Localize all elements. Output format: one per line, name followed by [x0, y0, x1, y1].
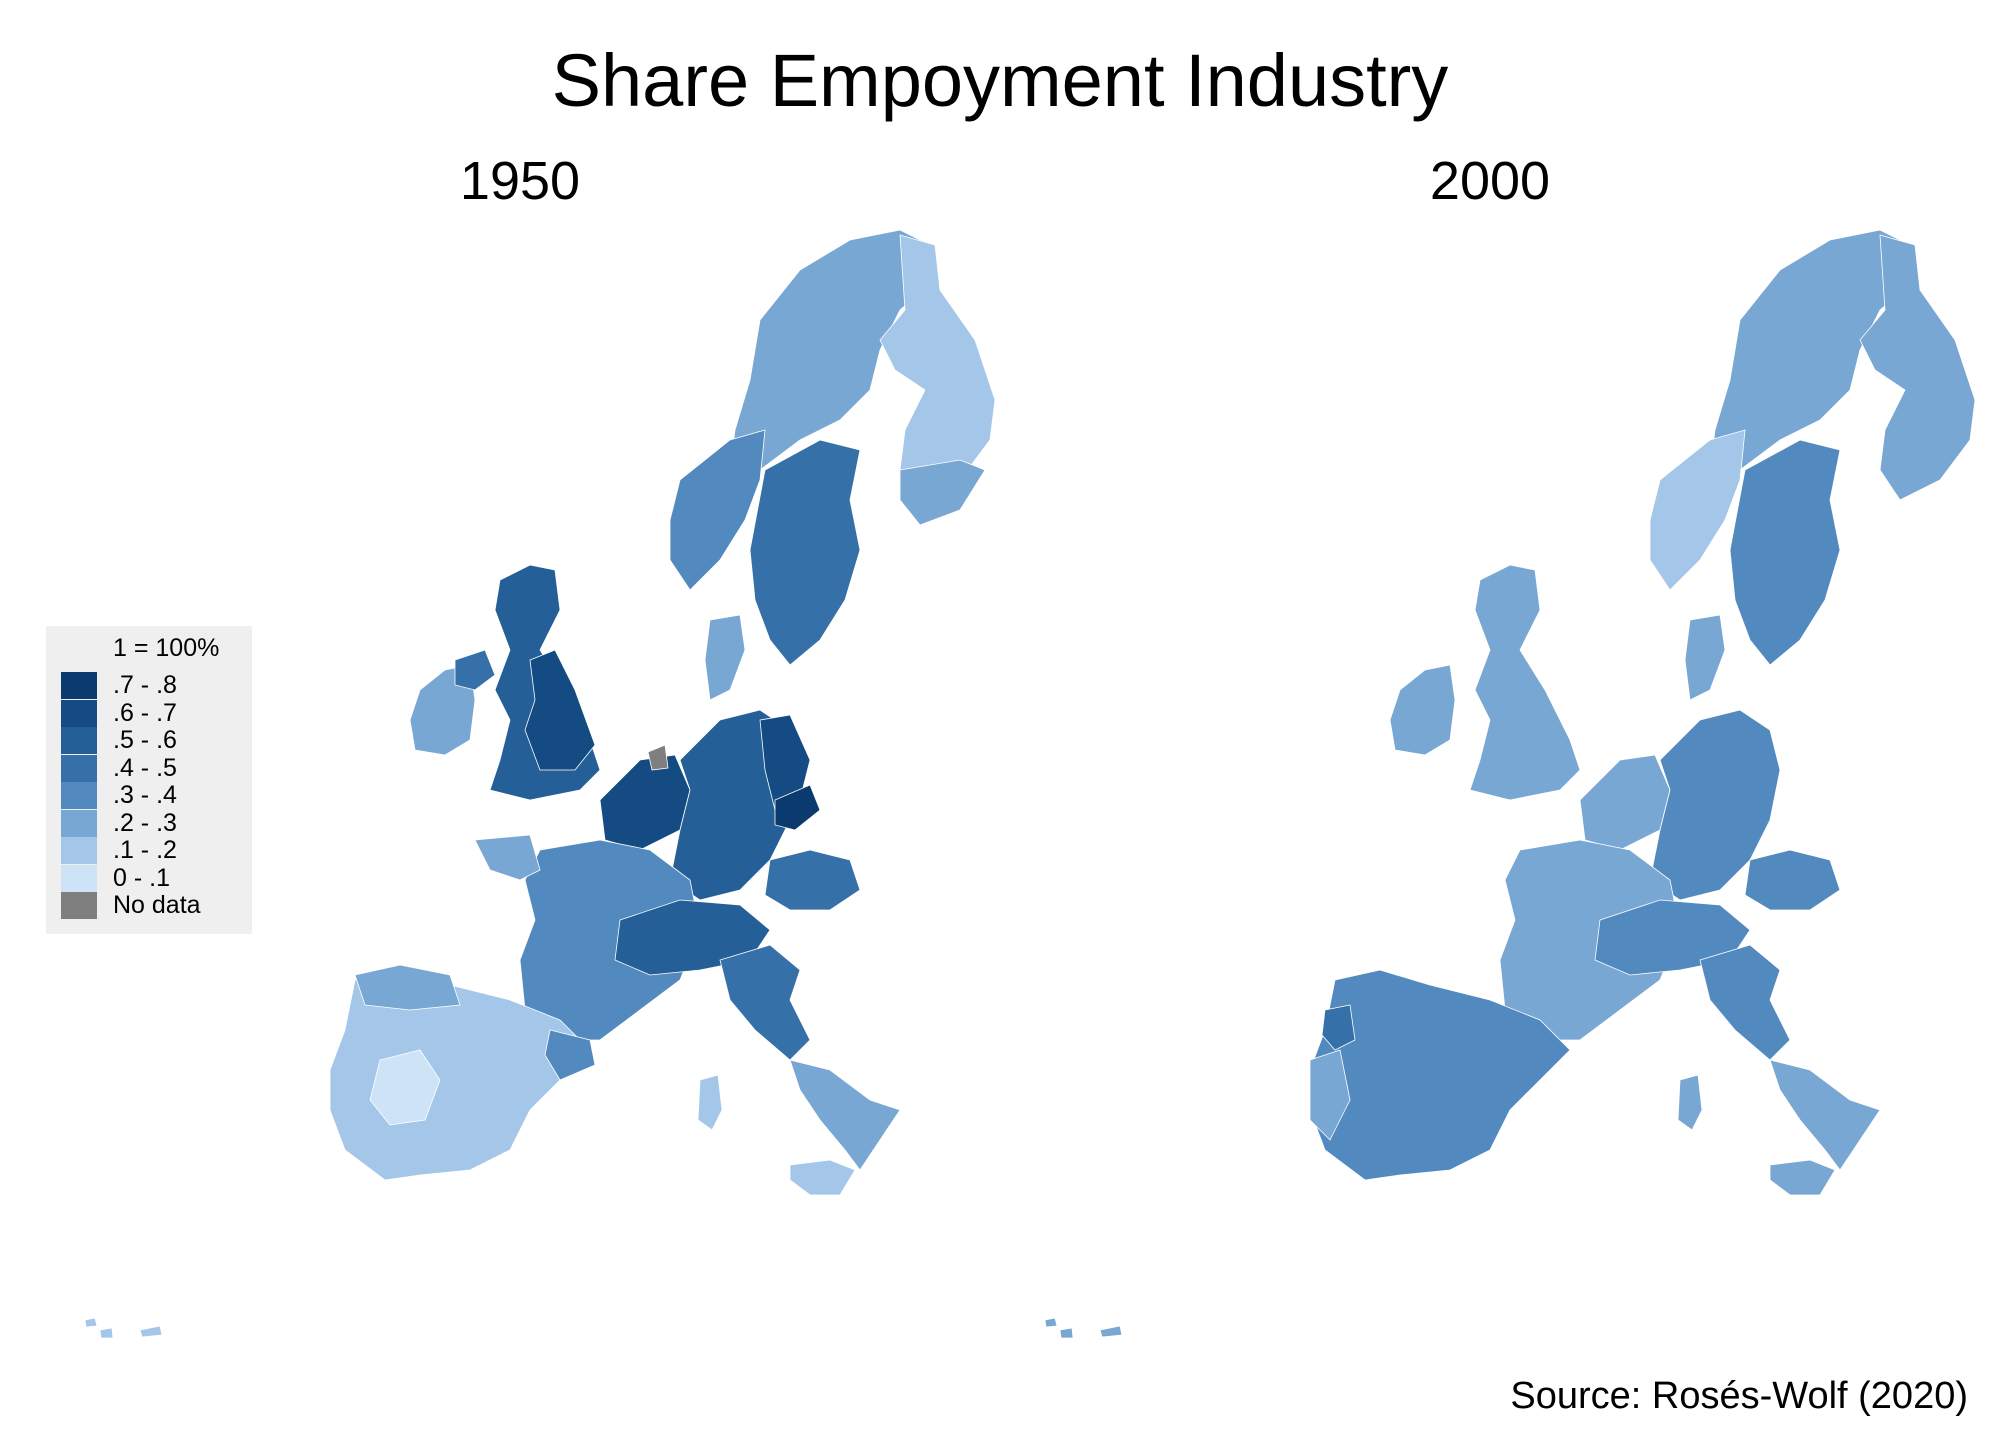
region-benelux: [599, 754, 691, 851]
legend-label: .7 - .8: [113, 671, 177, 699]
panel-title-2000: 2000: [1429, 151, 1551, 211]
region-spain-north: [354, 964, 461, 1011]
region-austria: [764, 849, 861, 911]
legend-item: .3 - .4: [61, 782, 177, 809]
legend-label: 0 - .1: [113, 863, 170, 892]
region-denmark: [704, 614, 746, 701]
region-great-britain: [1469, 564, 1581, 801]
legend: 1 = 100% .7 - .8.6 - .7.5 - .6.4 - .5.3 …: [46, 626, 252, 934]
region-iberia: [329, 969, 591, 1181]
legend-swatch: [61, 754, 97, 782]
region-iberia-west: [1309, 1049, 1351, 1141]
region-saxony: [774, 784, 821, 831]
legend-swatch: [61, 892, 97, 919]
region-france: [519, 839, 701, 1041]
region-benelux: [1579, 754, 1671, 851]
legend-swatch: [61, 782, 97, 809]
panel-title-1950: 1950: [459, 151, 581, 211]
legend-item: .5 - .6: [61, 727, 177, 754]
region-denmark: [1684, 614, 1726, 701]
region-sardinia: [1677, 1074, 1703, 1131]
legend-item: .4 - .5: [61, 753, 177, 782]
legend-swatch: [61, 727, 97, 754]
region-islands: [84, 1317, 163, 1339]
region-sweden-central: [1729, 439, 1841, 666]
region-finland: [1859, 234, 1976, 501]
legend-label: .5 - .6: [113, 726, 177, 754]
region-ireland: [1389, 664, 1456, 756]
legend-item: .2 - .3: [61, 808, 177, 837]
legend-item: .1 - .2: [61, 837, 177, 864]
region-italy-south: [789, 1059, 901, 1171]
region-france: [1499, 839, 1681, 1041]
legend-label: .3 - .4: [113, 781, 177, 809]
chart-title: Share Empoyment Industry: [551, 39, 1449, 122]
region-sicily: [789, 1159, 856, 1196]
region-islands: [1044, 1317, 1123, 1339]
region-italy-north: [719, 944, 811, 1061]
legend-item: No data: [61, 892, 201, 919]
region-sweden-central: [749, 439, 861, 666]
region-finland-south: [899, 459, 986, 526]
region-catalonia: [544, 1029, 596, 1081]
legend-label: .4 - .5: [113, 753, 177, 782]
legend-item: 0 - .1: [61, 863, 170, 892]
region-netherlands-nodata: [647, 744, 669, 771]
legend-item: .7 - .8: [61, 672, 177, 699]
source-note: Source: Rosés-Wolf (2020): [1510, 1375, 1968, 1417]
map-1950: [84, 229, 996, 1339]
legend-item: .6 - .7: [61, 698, 177, 727]
legend-label: .6 - .7: [113, 698, 177, 727]
legend-swatch: [61, 809, 97, 837]
region-ireland: [409, 664, 476, 756]
region-france-west: [474, 834, 541, 881]
region-italy-south: [1769, 1059, 1881, 1171]
region-italy-north: [1699, 944, 1791, 1061]
region-iberia-center: [369, 1049, 441, 1126]
region-england-north: [524, 649, 596, 771]
region-portugal-north: [1321, 1004, 1356, 1051]
legend-swatch: [61, 837, 97, 864]
region-sardinia: [697, 1074, 723, 1131]
region-austria: [1744, 849, 1841, 911]
map-2000: [1044, 229, 1976, 1339]
legend-label: No data: [113, 891, 201, 919]
legend-label: .2 - .3: [113, 808, 177, 837]
region-norway-west: [669, 429, 766, 591]
legend-swatch: [61, 672, 97, 699]
region-norway-coast: [1649, 429, 1746, 591]
region-sicily: [1769, 1159, 1836, 1196]
legend-swatch: [61, 864, 97, 892]
legend-header: 1 = 100%: [113, 634, 220, 662]
region-northern-ireland: [454, 649, 496, 691]
legend-label: .1 - .2: [113, 836, 177, 864]
legend-swatch: [61, 699, 97, 727]
